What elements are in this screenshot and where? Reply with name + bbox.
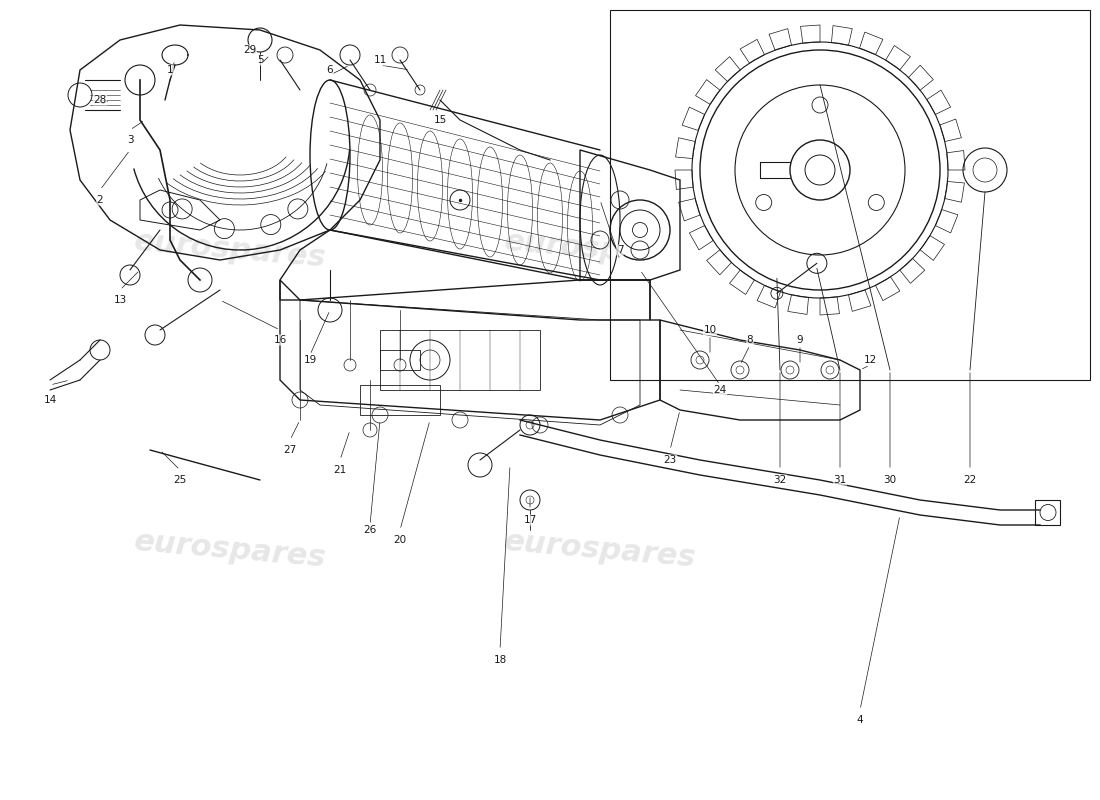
- Polygon shape: [675, 138, 695, 158]
- Polygon shape: [848, 290, 871, 311]
- Text: 22: 22: [964, 475, 977, 485]
- Polygon shape: [675, 170, 693, 190]
- Polygon shape: [945, 182, 965, 202]
- Text: 8: 8: [747, 335, 754, 345]
- Polygon shape: [715, 57, 740, 82]
- Text: 13: 13: [113, 295, 127, 305]
- Text: eurospares: eurospares: [133, 527, 328, 573]
- Text: 24: 24: [714, 385, 727, 395]
- Bar: [1035, 500, 1060, 525]
- Text: 29: 29: [243, 45, 256, 55]
- Text: eurospares: eurospares: [503, 527, 697, 573]
- Polygon shape: [920, 236, 945, 261]
- Polygon shape: [706, 250, 732, 275]
- Polygon shape: [690, 226, 713, 250]
- Polygon shape: [769, 29, 792, 50]
- Bar: [379, 350, 420, 370]
- Text: 27: 27: [284, 445, 297, 455]
- Text: 25: 25: [174, 475, 187, 485]
- Polygon shape: [679, 198, 701, 221]
- Text: 4: 4: [857, 715, 864, 725]
- Text: 17: 17: [524, 515, 537, 525]
- Text: 6: 6: [327, 65, 333, 75]
- Polygon shape: [729, 270, 755, 294]
- Text: 31: 31: [834, 475, 847, 485]
- Text: 20: 20: [394, 535, 407, 545]
- Polygon shape: [757, 286, 780, 308]
- Text: 1: 1: [167, 65, 174, 75]
- Polygon shape: [740, 39, 764, 63]
- Text: 19: 19: [304, 355, 317, 365]
- Polygon shape: [927, 90, 950, 114]
- Polygon shape: [859, 32, 883, 54]
- Bar: [610, 10, 1090, 380]
- Text: 18: 18: [494, 655, 507, 665]
- Polygon shape: [801, 25, 820, 43]
- Text: 26: 26: [363, 525, 376, 535]
- Bar: [360, 385, 440, 415]
- Polygon shape: [820, 297, 839, 315]
- Text: 15: 15: [433, 115, 447, 125]
- Text: 30: 30: [883, 475, 896, 485]
- Polygon shape: [939, 119, 961, 142]
- Text: 16: 16: [274, 335, 287, 345]
- Polygon shape: [876, 277, 900, 301]
- Text: 10: 10: [703, 325, 716, 335]
- Text: 14: 14: [43, 395, 56, 405]
- Polygon shape: [682, 107, 705, 130]
- Text: 11: 11: [373, 55, 386, 65]
- Polygon shape: [947, 150, 965, 170]
- Text: 32: 32: [773, 475, 786, 485]
- Text: 23: 23: [663, 455, 676, 465]
- Polygon shape: [695, 79, 719, 104]
- Polygon shape: [886, 46, 911, 70]
- Text: 5: 5: [256, 55, 263, 65]
- Text: 9: 9: [796, 335, 803, 345]
- Polygon shape: [788, 294, 808, 314]
- Text: 2: 2: [97, 195, 103, 205]
- Bar: [379, 330, 540, 390]
- Text: 7: 7: [617, 245, 624, 255]
- Text: 3: 3: [126, 135, 133, 145]
- Polygon shape: [900, 258, 925, 283]
- Polygon shape: [909, 65, 934, 90]
- Text: eurospares: eurospares: [503, 227, 697, 273]
- Text: eurospares: eurospares: [133, 227, 328, 273]
- Polygon shape: [935, 210, 958, 233]
- Text: 21: 21: [333, 465, 346, 475]
- Text: 12: 12: [864, 355, 877, 365]
- Polygon shape: [832, 26, 852, 46]
- Text: 28: 28: [94, 95, 107, 105]
